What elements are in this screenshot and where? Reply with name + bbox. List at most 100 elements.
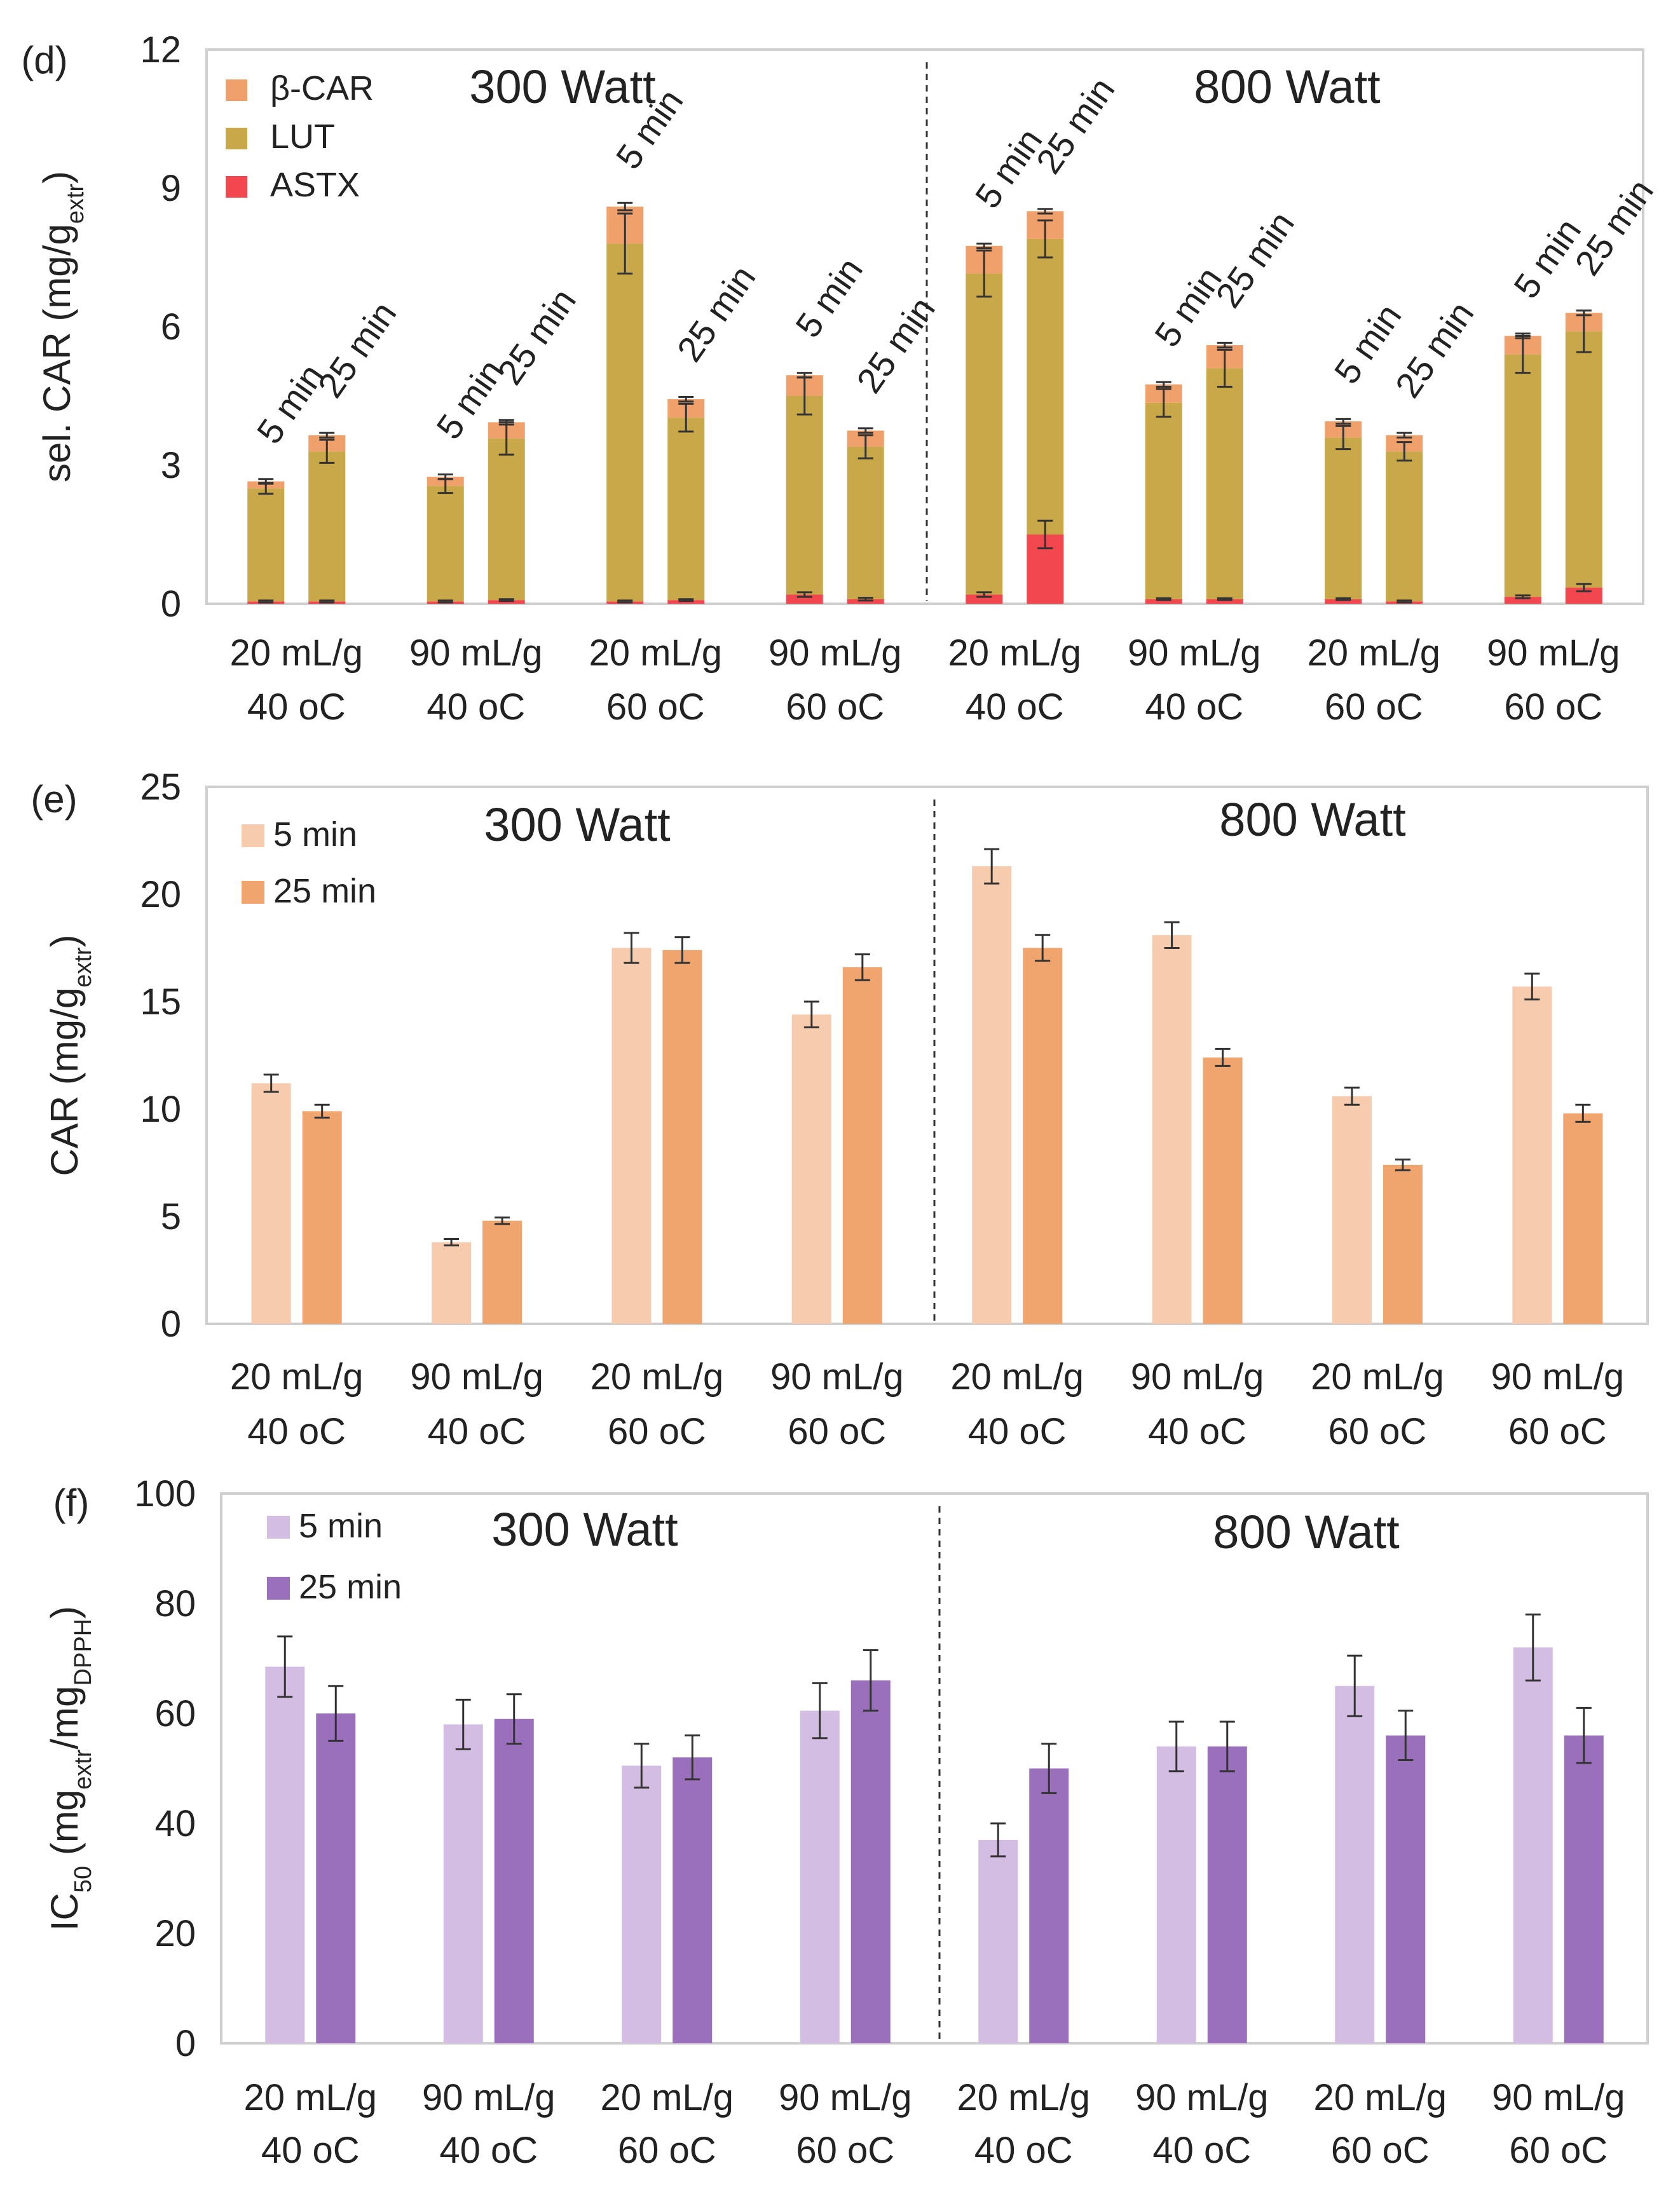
bar-segment-lut	[606, 243, 644, 602]
bar-segment-lut	[966, 273, 1003, 595]
bar-segment-lut	[667, 418, 705, 601]
error-bar	[685, 1734, 700, 1781]
bar-25min	[1207, 1746, 1247, 2043]
panel-label: (d)	[21, 39, 67, 81]
y-tick-label: 6	[161, 306, 181, 348]
error-bar	[498, 598, 514, 603]
y-tick-label: 5	[161, 1196, 181, 1237]
x-category-label: 40 oC	[439, 2130, 538, 2171]
x-category-label: 40 oC	[1152, 2130, 1251, 2171]
x-category-label: 60 oC	[788, 1411, 886, 1452]
error-bar	[796, 591, 812, 598]
y-axis-title-part: )	[43, 934, 86, 947]
error-bar	[1576, 583, 1592, 592]
error-bar	[1041, 1743, 1057, 1794]
y-tick-label: 0	[175, 2023, 196, 2064]
y-tick-label: 20	[154, 1913, 196, 1954]
legend: 5 min 25 min	[242, 815, 376, 910]
bar-5min	[1156, 1746, 1196, 2043]
error-bar	[1037, 519, 1053, 550]
y-axis-title-part: CAR (mg/g	[43, 988, 86, 1176]
bar-25min	[842, 967, 882, 1324]
y-axis-title-part: extr	[62, 184, 89, 224]
error-bar	[1576, 310, 1592, 317]
y-tick-label: 40	[154, 1803, 196, 1844]
plot-frame	[220, 1492, 1649, 2045]
error-bar	[617, 201, 633, 212]
error-bar	[1215, 1047, 1231, 1067]
error-bar	[1397, 441, 1412, 462]
error-bar	[1344, 1086, 1360, 1106]
x-category-label: 20 mL/g	[229, 632, 363, 674]
y-tick-label: 100	[134, 1473, 196, 1515]
error-bar	[1335, 418, 1351, 425]
error-bar	[1217, 348, 1233, 388]
x-category-label: 40 oC	[261, 2130, 360, 2171]
error-bar	[1335, 597, 1351, 601]
bar-time-label: 25 min	[310, 294, 404, 405]
error-bar	[1219, 1720, 1235, 1773]
x-category-label: 20 mL/g	[230, 1356, 364, 1398]
bar-5min	[443, 1724, 483, 2043]
y-tick-label: 15	[140, 981, 181, 1023]
bar-segment-astx	[1145, 599, 1182, 604]
y-axis-title-part: DPPH	[70, 1619, 97, 1686]
error-bar	[498, 419, 514, 426]
bar-segment-astx	[786, 594, 823, 604]
y-tick-label: 60	[154, 1693, 196, 1734]
x-category-label: 60 oC	[1509, 2130, 1608, 2171]
error-bar	[796, 372, 812, 379]
bar-25min	[1203, 1057, 1243, 1324]
error-bar	[444, 1237, 460, 1247]
error-bar	[1156, 381, 1171, 388]
bar-segment-lut	[1145, 402, 1182, 599]
x-category-label: 20 mL/g	[243, 2077, 377, 2118]
y-axis-title: sel. CAR (mg/gextr)	[36, 171, 89, 482]
error-bar	[1217, 341, 1233, 349]
x-category-label: 60 oC	[618, 2130, 716, 2171]
x-category-label: 90 mL/g	[410, 1356, 543, 1398]
bar-segment-lut	[488, 438, 525, 601]
power-title: 800 Watt	[1219, 793, 1406, 846]
error-bar	[1156, 597, 1171, 601]
x-category-label: 40 oC	[968, 1411, 1067, 1452]
bar-time-label: 25 min	[849, 290, 943, 400]
x-category-label: 90 mL/g	[1131, 1356, 1264, 1398]
bar-time-label: 25 min	[489, 281, 584, 391]
error-bar	[319, 439, 335, 464]
legend-label: LUT	[270, 118, 335, 156]
error-bar	[617, 599, 633, 604]
error-bar	[437, 473, 453, 480]
x-category-label: 20 mL/g	[1313, 2077, 1447, 2118]
error-bar	[678, 598, 694, 603]
chart-panel-3: (f) 0 20 40 60 80 100 IC50 (mgextr/mgDPPH) 300 W…	[43, 1473, 1649, 2171]
error-bar	[617, 212, 633, 275]
power-title: 800 Watt	[1194, 60, 1381, 113]
legend-label: 5 min	[273, 815, 357, 854]
error-bar	[863, 1649, 878, 1712]
error-bar	[1037, 208, 1053, 215]
x-category-label: 60 oC	[1328, 1411, 1427, 1452]
y-axis-title-part: extr	[70, 947, 97, 988]
x-category-label: 60 oC	[796, 2130, 894, 2171]
bar-25min	[1564, 1735, 1604, 2043]
error-bar	[1395, 1158, 1410, 1171]
bar-5min	[251, 1083, 291, 1324]
x-category-label: 90 mL/g	[768, 632, 902, 674]
legend-swatch	[242, 881, 264, 904]
bar-segment-astx	[966, 594, 1003, 604]
x-category-label: 40 oC	[974, 2130, 1073, 2171]
y-tick-label: 12	[140, 29, 181, 71]
bar-25min	[482, 1220, 522, 1324]
bar-5min	[265, 1666, 305, 2043]
y-tick-label: 0	[161, 1304, 181, 1345]
error-bar	[1035, 934, 1051, 962]
y-axis-title-part: /mg	[43, 1685, 86, 1749]
power-title: 800 Watt	[1213, 1506, 1400, 1558]
error-bar	[976, 591, 992, 598]
bar-25min	[673, 1757, 713, 2043]
bar-segment-lut	[1325, 437, 1362, 599]
error-bar	[1515, 594, 1531, 599]
error-bar	[277, 1635, 293, 1698]
y-axis-title-part: IC	[43, 1893, 86, 1931]
